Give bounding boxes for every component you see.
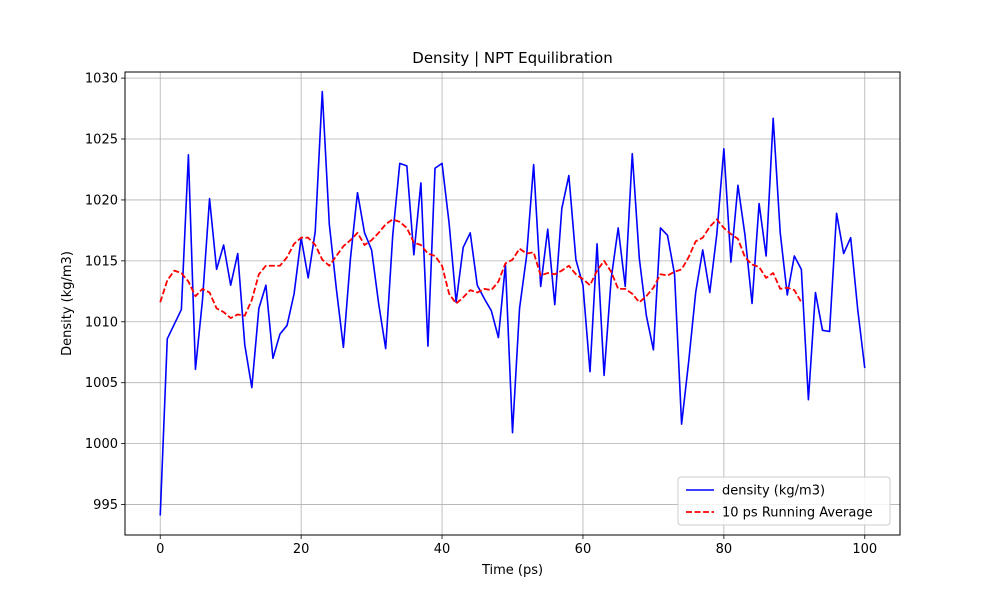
x-tick-label: 100 (852, 542, 877, 557)
y-tick-label: 1015 (85, 254, 118, 269)
grid (125, 72, 900, 535)
x-tick-label: 20 (293, 542, 310, 557)
x-tick-label: 80 (716, 542, 733, 557)
chart-title: Density | NPT Equilibration (412, 49, 612, 67)
ticks: 0 20 40 60 80 100 995 1000 1005 1010 1015 1020 1025 1… (85, 72, 877, 557)
y-tick-label: 1000 (85, 437, 118, 452)
y-axis-label: Density (kg/m3) (60, 251, 75, 356)
plot-frame (124, 71, 901, 536)
legend-label-2: 10 ps Running Average (722, 506, 873, 521)
legend: density (kg/m3) 10 ps Running Average (677, 476, 891, 526)
x-axis-label: Time (ps) (481, 563, 543, 578)
series-line-1 (159, 90, 866, 516)
x-tick-label: 0 (156, 542, 164, 557)
y-tick-label: 995 (93, 498, 118, 513)
x-tick-label: 40 (434, 542, 451, 557)
y-tick-label: 1005 (85, 376, 118, 391)
legend-label-1: density (kg/m3) (722, 484, 825, 499)
y-tick-label: 1020 (85, 193, 118, 208)
series-line-2 (159, 218, 803, 320)
y-tick-label: 1030 (85, 72, 118, 87)
x-tick-label: 60 (575, 542, 592, 557)
series-layer (159, 90, 866, 516)
legend-box (677, 476, 891, 526)
y-tick-label: 1010 (85, 315, 118, 330)
y-tick-label: 1025 (85, 133, 118, 148)
